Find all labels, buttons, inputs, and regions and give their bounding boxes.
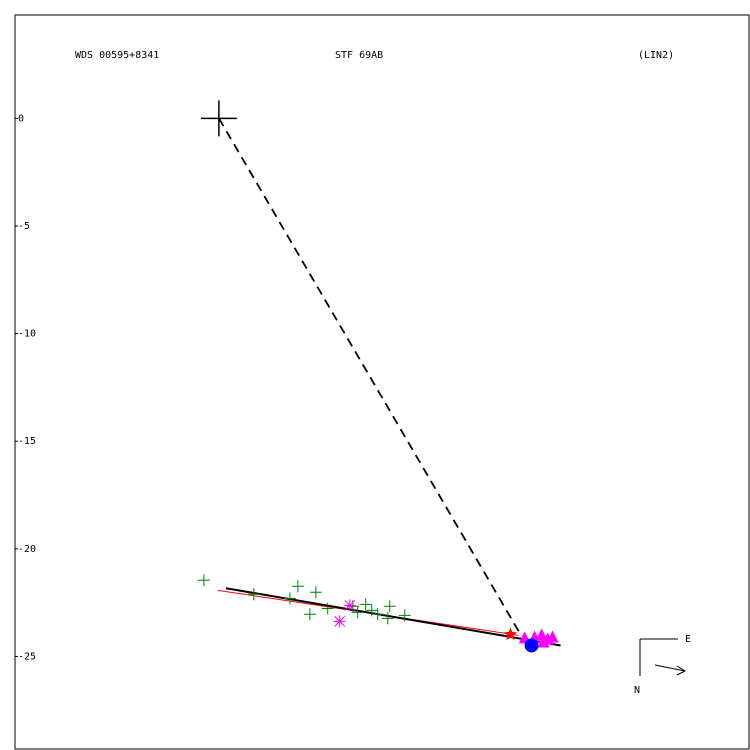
chart-title: WDS 00595+8341 xyxy=(75,50,159,61)
point xyxy=(283,592,296,605)
point xyxy=(197,574,210,587)
point xyxy=(291,580,304,593)
y-tick-label: -10 xyxy=(18,329,36,340)
y-tick-label: -20 xyxy=(18,544,36,555)
plot-frame xyxy=(14,14,750,750)
point xyxy=(537,635,550,648)
fit-line xyxy=(218,117,523,637)
y-tick-label: 0 xyxy=(18,113,24,124)
compass-north-label: N xyxy=(634,685,640,696)
point xyxy=(503,627,518,641)
y-tick-label: -5 xyxy=(18,221,30,232)
point xyxy=(303,608,316,621)
point xyxy=(383,600,396,613)
motion-arrow xyxy=(654,664,687,676)
point xyxy=(371,608,384,621)
point xyxy=(309,586,322,599)
point xyxy=(247,588,260,601)
point xyxy=(365,604,378,617)
point xyxy=(200,100,237,137)
point xyxy=(546,630,559,643)
fit-line xyxy=(225,587,561,647)
point xyxy=(359,598,372,611)
y-tick-label: -25 xyxy=(18,651,36,662)
chart-note: (LIN2) xyxy=(638,50,674,61)
compass: E N xyxy=(634,634,691,696)
point xyxy=(321,602,334,615)
point xyxy=(398,609,411,622)
compass-east-label: E xyxy=(685,634,691,645)
chart-subtitle: STF 69AB xyxy=(335,50,383,61)
point xyxy=(535,628,548,641)
point xyxy=(524,638,539,653)
y-tick-label: -15 xyxy=(18,436,36,447)
point xyxy=(351,606,364,619)
point xyxy=(343,599,356,612)
point xyxy=(333,615,346,628)
point xyxy=(381,612,394,625)
